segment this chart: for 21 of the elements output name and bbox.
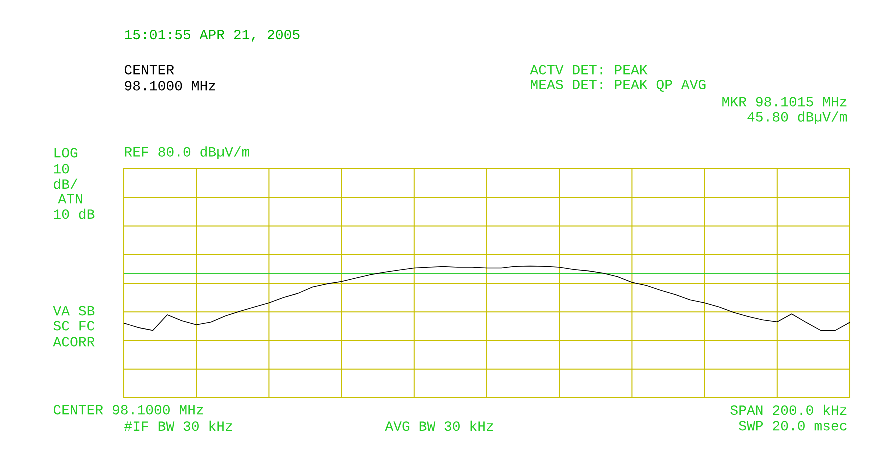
- text: #IF BW 30 kHz: [124, 420, 232, 432]
- text: ATN: [58, 194, 82, 204]
- text: MKR 98.1015 MHz: [722, 97, 847, 107]
- text: SWP 20.0 msec: [739, 421, 847, 431]
- text: MEAS DET: PEAK QP AVG: [531, 80, 706, 92]
- text: LOG: [54, 148, 78, 158]
- text: 10 dB: [54, 208, 95, 220]
- text: SC FC: [54, 321, 95, 331]
- text: dB/: [54, 178, 78, 190]
- text: 98.1000 MHz: [125, 81, 216, 91]
- text: REF 80.0 dBµV/m: [125, 146, 250, 160]
- text: ACORR: [53, 337, 95, 347]
- text: CENTER: [124, 65, 174, 75]
- chart-title: 15:01:55 APR 21, 2005: [125, 30, 300, 42]
- text: VA SB: [53, 306, 95, 316]
- text: AVG BW 30 kHz: [385, 420, 494, 432]
- text: ACTV DET: PEAK: [530, 65, 648, 75]
- text: 10: [54, 164, 70, 174]
- text: SPAN 200.0 kHz: [730, 404, 847, 416]
- text: CENTER 98.1000 MHz: [54, 405, 204, 415]
- text: 45.80 dBµV/m: [748, 112, 848, 124]
